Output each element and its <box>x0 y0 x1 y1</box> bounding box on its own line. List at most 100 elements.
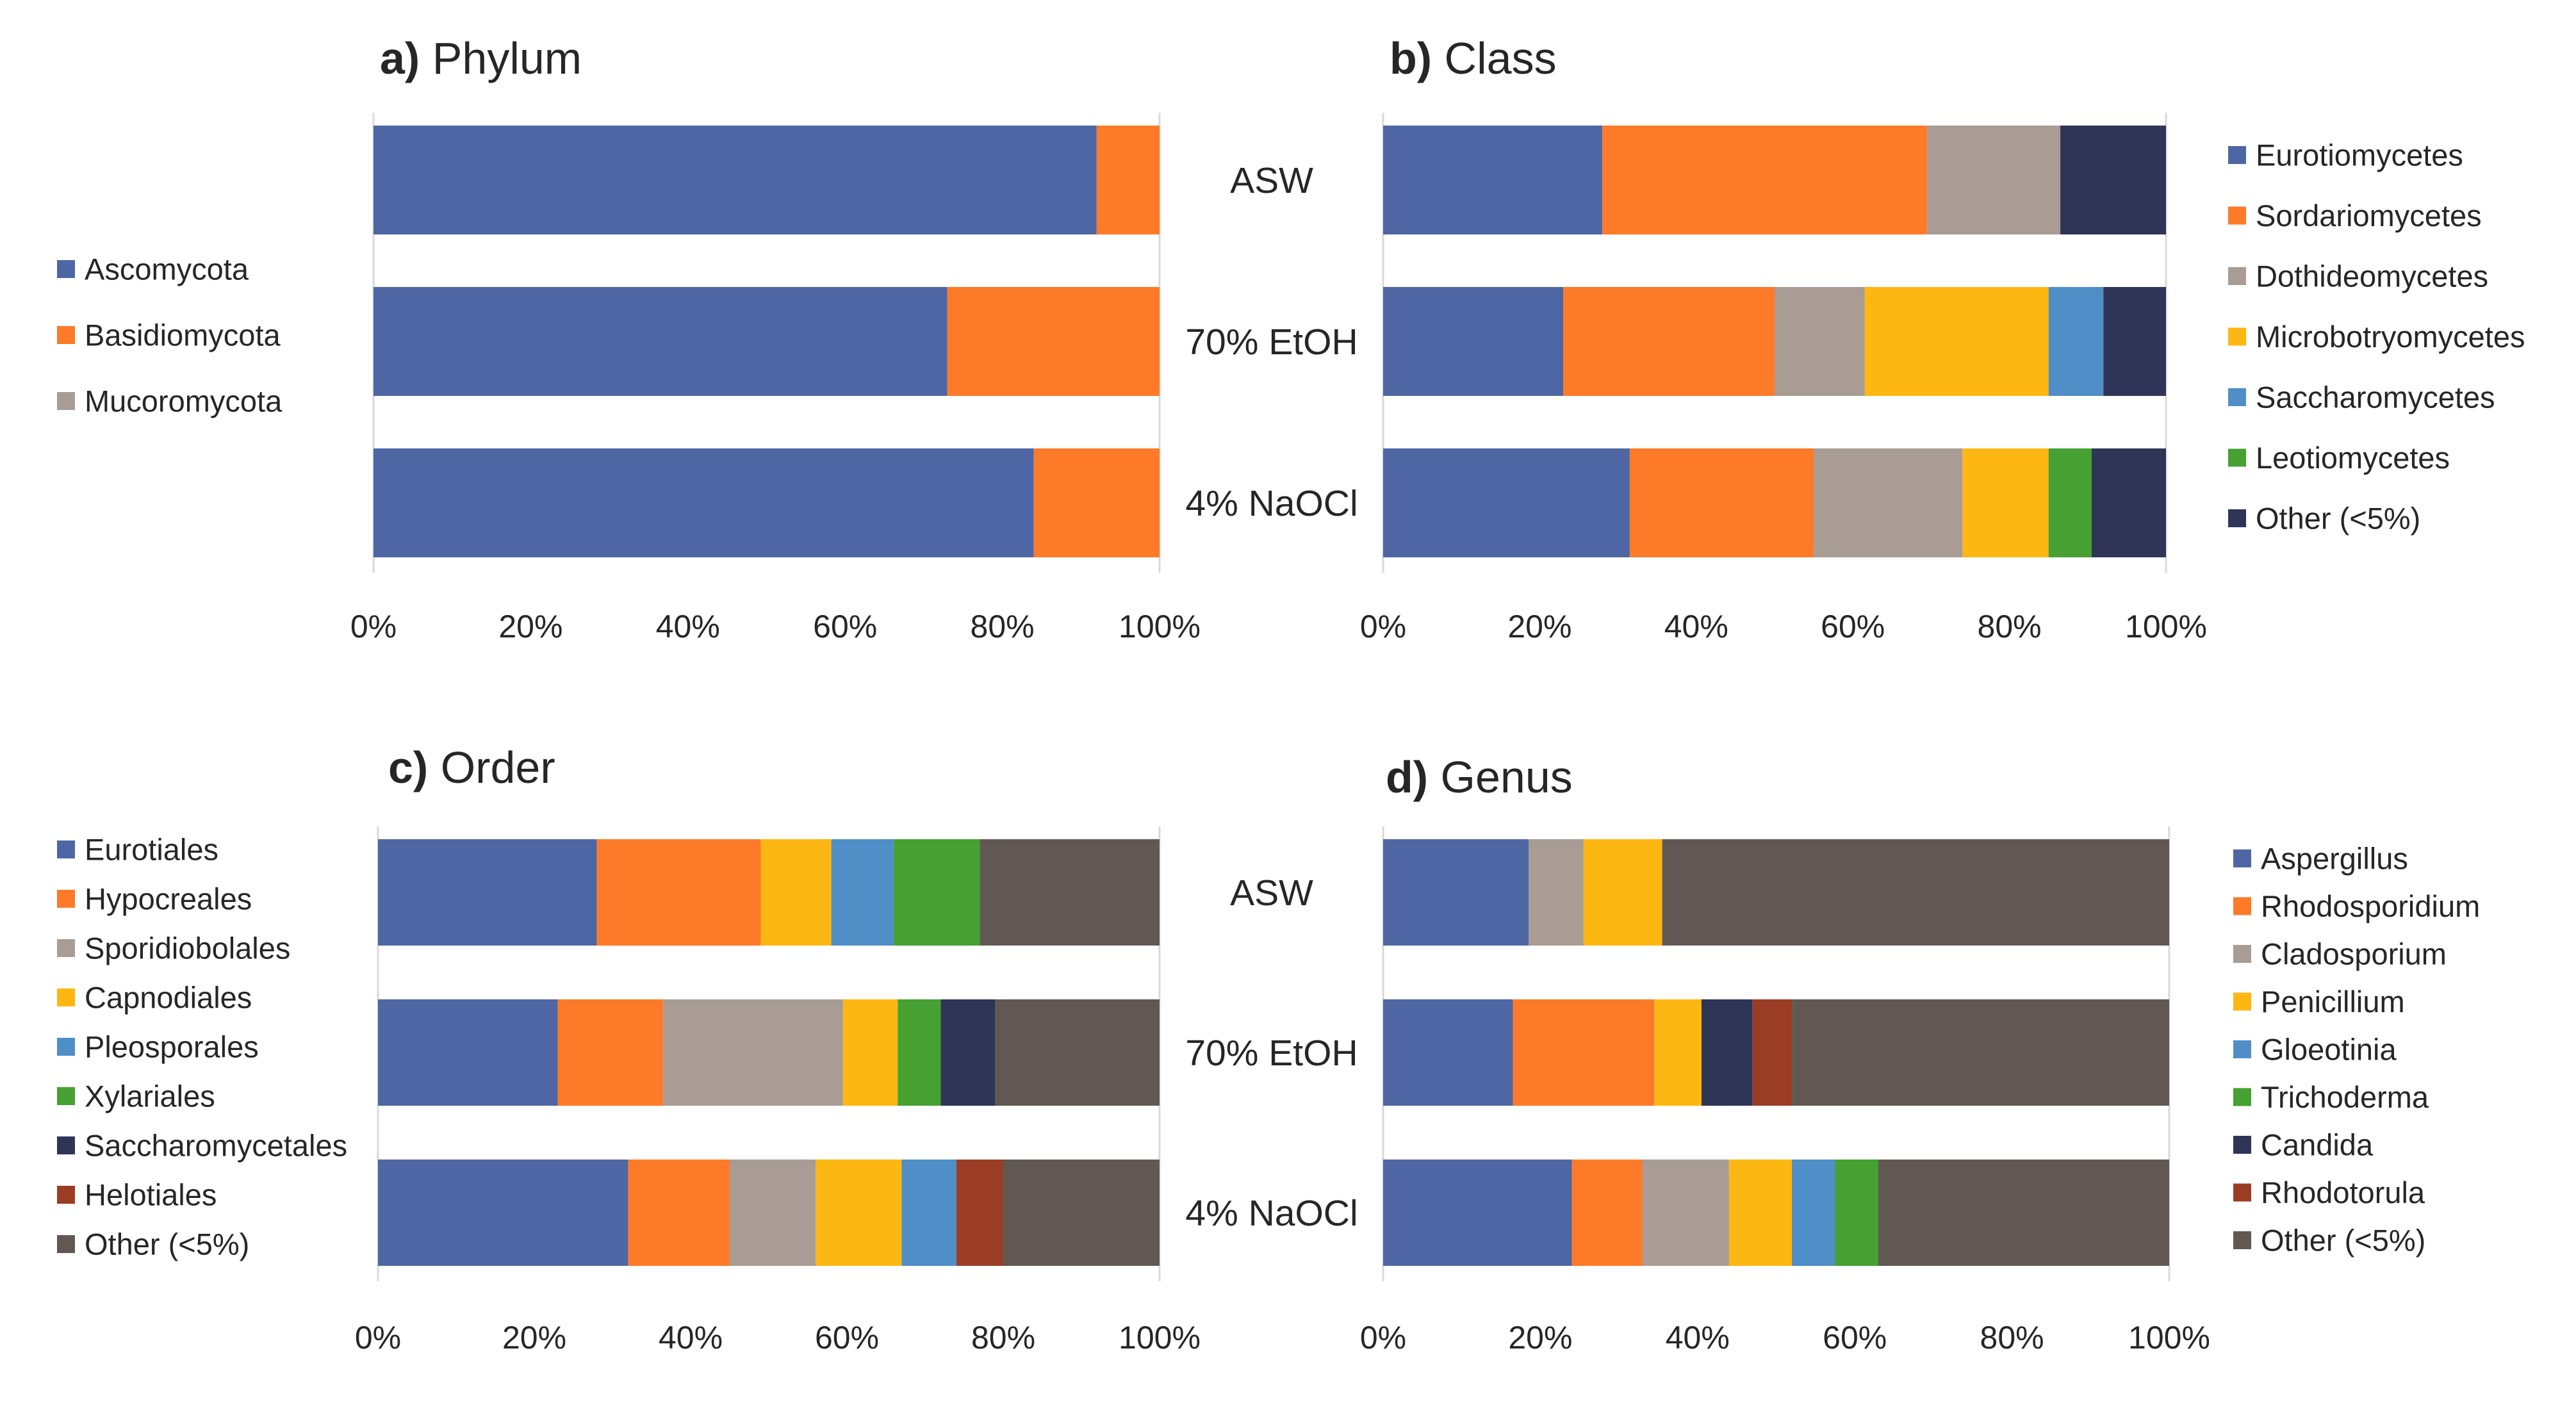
bar-segment-pleosporales <box>901 1160 956 1266</box>
legend-label: Penicillium <box>2261 985 2405 1019</box>
legend-swatch <box>2228 327 2246 346</box>
legend-label: Candida <box>2261 1127 2374 1161</box>
panel-title: d) Genus <box>1386 752 1573 802</box>
panel-letter: b) <box>1390 33 1445 83</box>
bar-segment-saccharomycetes <box>2048 287 2104 396</box>
legend-label: Other (<5%) <box>2256 501 2420 535</box>
bar-segment-eurotiales <box>378 999 558 1106</box>
bar-segment-ascomycota <box>373 448 1034 557</box>
bar-segment-other-5 <box>1878 1160 2169 1266</box>
legend: Aspergillus Rhodosporidium Cladosporium Pen… <box>2233 841 2480 1257</box>
legend-label: Capnodiales <box>85 980 252 1014</box>
bar-segment-cladosporium <box>1528 839 1584 946</box>
panel-title: a) Phylum <box>380 33 582 83</box>
legend: Eurotiales Hypocreales Sporidiobolales Capn… <box>57 832 347 1261</box>
bar-segment-penicillium <box>1728 1160 1793 1266</box>
panel-title-text: Order <box>441 742 555 792</box>
legend-swatch <box>57 1186 75 1204</box>
bar-segment-helotiales <box>956 1160 1003 1266</box>
bar-segment-gloeotinia <box>1792 1160 1835 1266</box>
legend-label: Saccharomycetes <box>2256 380 2495 414</box>
bar-segment-penicillium <box>1654 999 1702 1106</box>
bar-segment-other-5 <box>1792 999 2169 1106</box>
x-tick-label: 100% <box>1119 1320 1201 1356</box>
legend-swatch <box>2228 146 2246 164</box>
legend-swatch <box>2233 1231 2251 1249</box>
legend-label: Dothideomycetes <box>2256 259 2488 293</box>
bar-segment-hypocreales <box>596 839 761 946</box>
bar-segment-dothideomycetes <box>1775 287 1865 396</box>
bar-segment-capnodiales <box>816 1160 902 1266</box>
legend-swatch <box>57 939 75 957</box>
legend: Eurotiomycetes Sordariomycetes Dothideomyc… <box>2228 138 2525 535</box>
x-tick-label: 100% <box>2125 609 2207 644</box>
legend-label: Xylariales <box>85 1079 215 1113</box>
x-tick-label: 0% <box>355 1320 401 1356</box>
bar-segment-other-5 <box>2091 448 2166 557</box>
bar-segment-hypocreales <box>557 999 664 1106</box>
legend-swatch <box>2233 1136 2251 1154</box>
legend-swatch <box>57 988 75 1006</box>
panel-letter: c) <box>388 742 441 792</box>
bar-segment-basidiomycota <box>1033 448 1160 557</box>
category-label: 4% NaOCl <box>1185 1193 1358 1234</box>
bar-segment-microbotryomycetes <box>1864 287 2049 396</box>
bar-segment-eurotiales <box>378 839 597 946</box>
bar-segment-basidiomycota <box>947 287 1160 396</box>
legend-label: Hypocreales <box>85 881 252 915</box>
bar-segment-hypocreales <box>628 1160 730 1266</box>
legend-swatch <box>57 1235 75 1253</box>
bar-segment-candida <box>1701 999 1753 1106</box>
x-tick-label: 100% <box>2128 1320 2210 1356</box>
panel-genus: d) Genus 0% 20% 40% 60% 80% 100% Aspergillus Rho… <box>1360 752 2480 1356</box>
x-tick-label: 0% <box>350 609 397 644</box>
legend-swatch <box>57 260 75 278</box>
bar-segment-xylariales <box>894 839 980 946</box>
legend-label: Ascomycota <box>85 252 249 286</box>
category-label: ASW <box>1230 873 1313 914</box>
bar-segment-capnodiales <box>760 839 832 946</box>
x-tick-label: 60% <box>1823 1320 1887 1356</box>
panel-title: c) Order <box>388 742 555 792</box>
legend-swatch <box>2233 992 2251 1011</box>
legend-label: Cladosporium <box>2261 937 2447 971</box>
bar-segment-sordariomycetes <box>1563 287 1775 396</box>
panel-title: b) Class <box>1390 33 1557 83</box>
bar-segment-pleosporales <box>831 839 894 946</box>
x-tick-label: 80% <box>971 609 1035 644</box>
bar-segment-basidiomycota <box>1096 126 1160 234</box>
x-tick-label: 100% <box>1119 609 1201 644</box>
legend-label: Saccharomycetales <box>85 1128 347 1162</box>
x-tick-label: 80% <box>1980 1320 2044 1356</box>
legend-label: Eurotiales <box>85 832 218 866</box>
x-tick-label: 20% <box>1507 609 1571 644</box>
legend-label: Leotiomycetes <box>2256 441 2450 475</box>
bar-segment-trichoderma <box>1835 1160 1879 1266</box>
legend-swatch <box>2228 206 2246 225</box>
x-tick-label: 40% <box>659 1320 723 1356</box>
x-tick-label: 80% <box>971 1320 1035 1356</box>
legend-swatch <box>2228 388 2246 406</box>
bar-segment-rhodosporidium <box>1513 999 1655 1106</box>
legend-swatch <box>57 326 75 344</box>
panel-letter: a) <box>380 33 432 83</box>
legend-swatch <box>57 890 75 908</box>
legend-swatch <box>2233 897 2251 915</box>
bar-segment-other-5 <box>2060 126 2166 234</box>
bar-segment-ascomycota <box>373 126 1097 234</box>
legend-label: Eurotiomycetes <box>2256 138 2463 172</box>
bar-segment-penicillium <box>1583 839 1662 946</box>
legend-label: Aspergillus <box>2261 841 2408 875</box>
bar-segment-other-5 <box>980 839 1160 946</box>
legend-swatch <box>2233 1040 2251 1058</box>
bar-segment-other-5 <box>1662 839 2169 946</box>
x-tick-label: 20% <box>1508 1320 1572 1356</box>
bar-segment-ascomycota <box>373 287 948 396</box>
panel-title-text: Phylum <box>432 33 582 83</box>
legend-swatch <box>2228 448 2246 467</box>
bar-segment-other-5 <box>2103 287 2166 396</box>
bar-segment-sordariomycetes <box>1629 448 1814 557</box>
legend-label: Sordariomycetes <box>2256 199 2482 233</box>
bar-segment-rhodotorula <box>1752 999 1793 1106</box>
